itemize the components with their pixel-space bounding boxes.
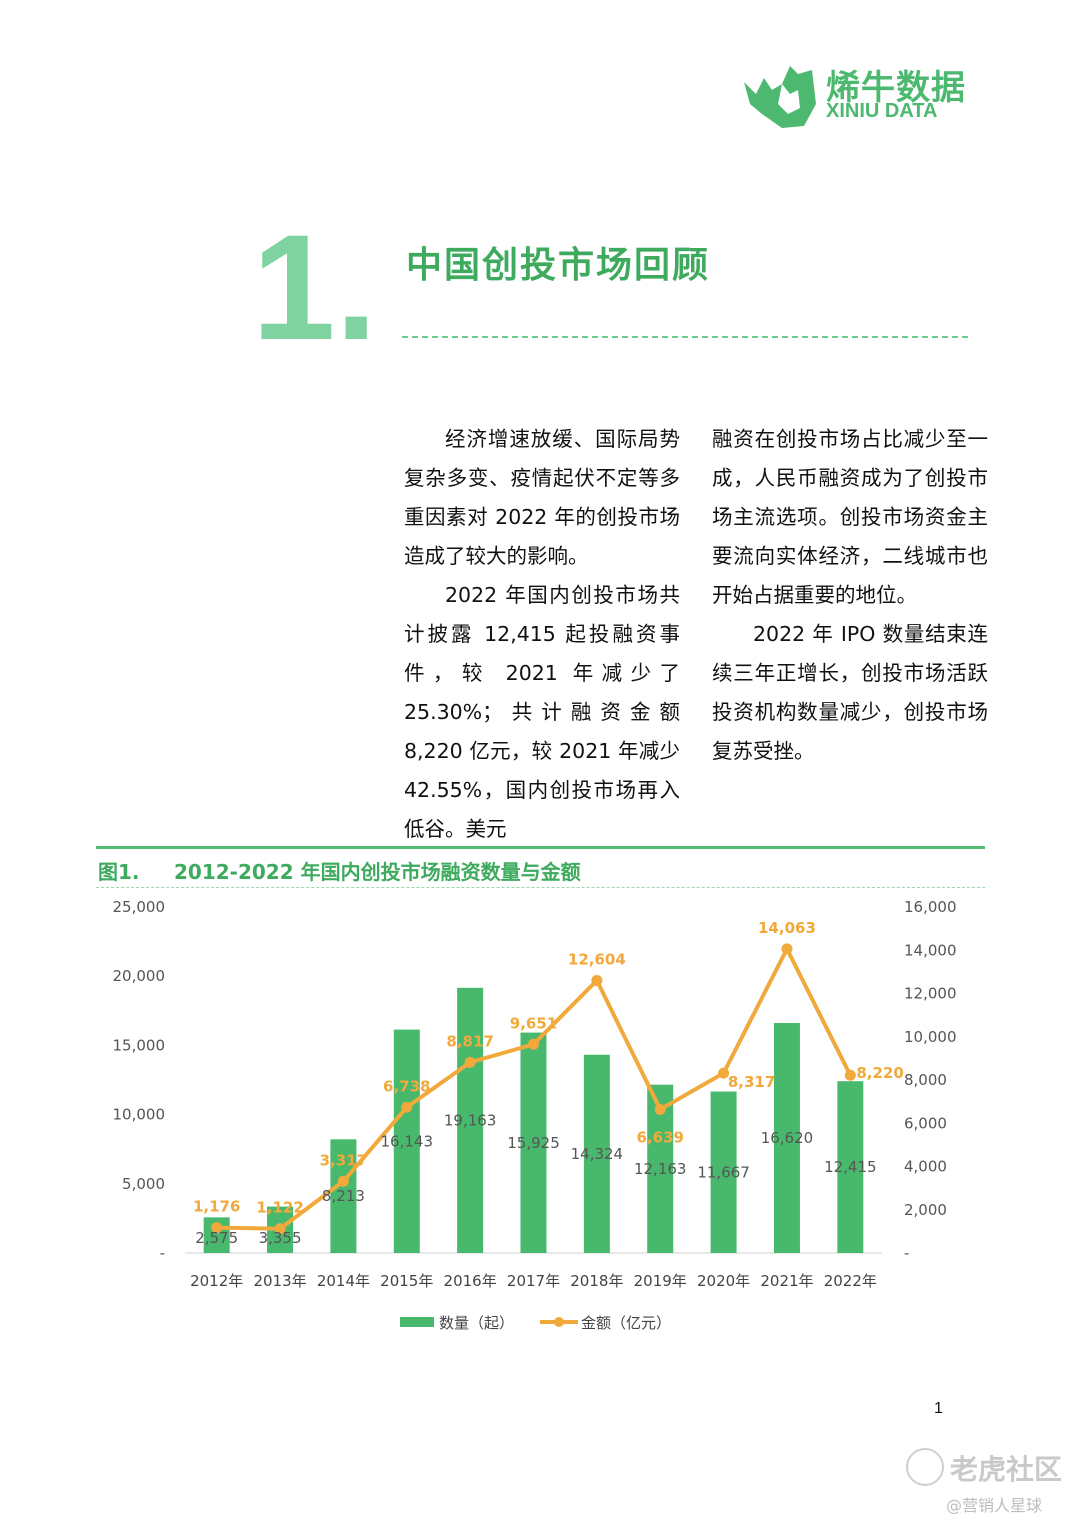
y-left-tick-label: 5,000 <box>122 1175 165 1193</box>
bar-mark <box>710 1091 737 1253</box>
combo-chart: - 5,000 10,000 15,000 20,000 25,000 - 2,000 4,00… <box>113 898 957 1332</box>
bar-data-label: 19,163 <box>444 1111 497 1129</box>
figure-label: 图1. <box>98 860 140 884</box>
line-point <box>274 1223 286 1235</box>
figure-title-text: 2012-2022 年国内创投市场融资数量与金额 <box>174 860 581 884</box>
y-left-tick-label: 15,000 <box>113 1036 166 1054</box>
line-data-label: 6,639 <box>637 1128 684 1146</box>
bar-data-label: 3,355 <box>259 1229 302 1247</box>
line-point <box>464 1056 476 1068</box>
y-right-tick-label: 10,000 <box>904 1028 957 1046</box>
legend-label-bars: 数量（起） <box>439 1314 514 1332</box>
x-tick-label: 2013年 <box>253 1272 306 1290</box>
paragraph: 融资在创投市场占比减少至一成，人民币融资成为了创投市场主流选项。创投市场资金主要… <box>712 427 988 607</box>
y-left-tick-label: 25,000 <box>113 898 166 916</box>
brand-logo: 烯牛数据 XINIU DATA <box>742 60 982 130</box>
bar-mark <box>330 1139 357 1253</box>
bar-mark <box>457 987 484 1253</box>
x-tick-label: 2020年 <box>697 1272 750 1290</box>
line-data-label: 6,738 <box>383 1077 430 1095</box>
line-point <box>211 1222 223 1234</box>
bar-mark <box>520 1032 547 1253</box>
x-tick-label: 2022年 <box>824 1272 877 1290</box>
section-title: 中国创投市场回顾 <box>406 245 711 286</box>
figure-bottom-rule <box>96 887 985 888</box>
line-point <box>781 943 793 955</box>
figure-top-rule <box>96 846 985 849</box>
line-data-label: 1,176 <box>193 1198 240 1216</box>
x-tick-label: 2016年 <box>444 1272 497 1290</box>
body-column-left: 经济增速放缓、国际局势复杂多变、疫情起伏不定等多重因素对 2022 年的创投市场… <box>404 420 680 849</box>
line-data-label: 8,220 <box>856 1064 903 1082</box>
y-right-tick-label: 14,000 <box>904 941 957 959</box>
y-right-tick-label: 4,000 <box>904 1158 947 1176</box>
section-number: 1. <box>252 203 378 371</box>
x-tick-label: 2014年 <box>317 1272 370 1290</box>
line-point <box>844 1069 856 1081</box>
legend-swatch-marker <box>554 1317 564 1327</box>
bar-data-label: 11,667 <box>697 1163 750 1181</box>
x-tick-label: 2017年 <box>507 1272 560 1290</box>
line-data-label: 14,063 <box>758 919 816 937</box>
line-point <box>654 1103 666 1115</box>
line-point <box>401 1101 413 1113</box>
paragraph: 经济增速放缓、国际局势复杂多变、疫情起伏不定等多重因素对 2022 年的创投市场… <box>404 427 680 568</box>
y-right-tick-label: 2,000 <box>904 1201 947 1219</box>
bar-data-label: 12,163 <box>634 1160 687 1178</box>
bar-mark <box>773 1022 800 1253</box>
line-data-label: 8,317 <box>728 1073 775 1091</box>
y-right-tick-label: 6,000 <box>904 1114 947 1132</box>
bar-mark <box>393 1029 420 1253</box>
brand-name-cn: 烯牛数据 <box>826 68 966 108</box>
line-point <box>591 974 603 986</box>
line-point <box>337 1175 349 1187</box>
line-point <box>718 1067 730 1079</box>
line-point <box>528 1038 539 1050</box>
x-tick-label: 2019年 <box>634 1272 687 1290</box>
watermark-logo-icon <box>906 1448 944 1486</box>
rhino-logo-icon <box>744 66 816 128</box>
bar-data-label: 12,415 <box>824 1158 877 1176</box>
body-column-right: 融资在创投市场占比减少至一成，人民币融资成为了创投市场主流选项。创投市场资金主要… <box>712 420 988 771</box>
paragraph: 2022 年国内创投市场共计披露 12,415 起投融资事件，较 2021 年减… <box>404 583 680 841</box>
paragraph: 2022 年 IPO 数量结束连续三年正增长，创投市场活跃投资机构数量减少，创投… <box>712 622 988 763</box>
bar-data-label: 16,143 <box>381 1132 434 1150</box>
bar-data-label: 16,620 <box>761 1129 814 1147</box>
bar-mark <box>583 1054 610 1253</box>
x-tick-label: 2012年 <box>190 1272 243 1290</box>
watermark-title: 老虎社区 <box>950 1453 1063 1486</box>
bar-data-label: 15,925 <box>507 1134 560 1152</box>
brand-name-en: XINIU DATA <box>826 100 938 122</box>
watermark-handle: @营销人星球 <box>946 1496 1043 1515</box>
y-right-tick-label: 12,000 <box>904 985 957 1003</box>
x-tick-label: 2018年 <box>570 1272 623 1290</box>
line-data-label: 1,122 <box>256 1199 303 1217</box>
line-data-label: 12,604 <box>568 950 626 968</box>
y-right-tick-label: - <box>904 1244 909 1262</box>
line-data-label: 8,817 <box>446 1032 493 1050</box>
y-left-tick-label: - <box>160 1244 165 1262</box>
y-left-tick-label: 10,000 <box>113 1106 166 1124</box>
line-data-label: 3,317 <box>320 1151 367 1169</box>
bar-mark <box>837 1081 864 1253</box>
legend-label-line: 金额（亿元） <box>581 1314 671 1332</box>
line-data-label: 9,651 <box>510 1014 557 1032</box>
x-tick-label: 2021年 <box>760 1272 813 1290</box>
bar-data-label: 14,324 <box>571 1145 624 1163</box>
y-right-tick-label: 16,000 <box>904 898 957 916</box>
bar-data-label: 2,575 <box>195 1229 238 1247</box>
legend-swatch-bars <box>400 1317 434 1327</box>
page-number: 1 <box>934 1400 943 1417</box>
bar-data-label: 8,213 <box>322 1187 365 1205</box>
section-divider <box>402 336 968 338</box>
y-right-tick-label: 8,000 <box>904 1071 947 1089</box>
y-left-tick-label: 20,000 <box>113 967 166 985</box>
figure-title: 图1. 2012-2022 年国内创投市场融资数量与金额 <box>98 856 581 885</box>
x-tick-label: 2015年 <box>380 1272 433 1290</box>
